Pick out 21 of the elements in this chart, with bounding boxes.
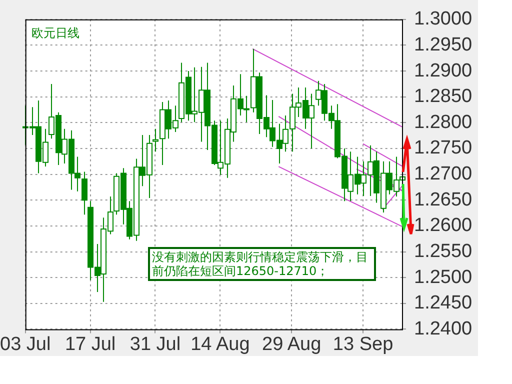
x-tick-label: 31 Jul [130,334,181,355]
y-tick-label: 1.2800 [414,112,472,133]
y-tick-label: 1.2750 [414,138,472,159]
y-tick-label: 1.2700 [414,164,472,185]
y-tick-label: 1.2550 [414,240,472,262]
y-tick-label: 1.2850 [414,86,472,108]
x-tick-label: 03 Jul [0,334,51,355]
x-tick-label: 29 Aug [262,334,322,355]
x-tick-label: 17 Jul [64,334,116,355]
y-tick-label: 1.2600 [414,215,472,236]
x-tick-label: 14 Aug [190,334,250,355]
y-tick-label: 1.3000 [414,8,472,30]
text: 欧元日线 [31,25,80,42]
y-tick-label: 1.2450 [414,292,472,314]
annotation: 没有刺激的因素则行情稳定震荡下滑，目前仍陷在短区间12650-12710； [148,247,376,281]
x-tick-label: 13 Sep [332,334,394,355]
y-tick-label: 1.2650 [414,189,472,210]
y-tick-label: 1.2500 [414,266,472,288]
y-tick-label: 1.2950 [414,34,472,56]
y-tick-label: 1.2400 [414,318,472,340]
y-tick-label: 1.2900 [414,60,472,82]
